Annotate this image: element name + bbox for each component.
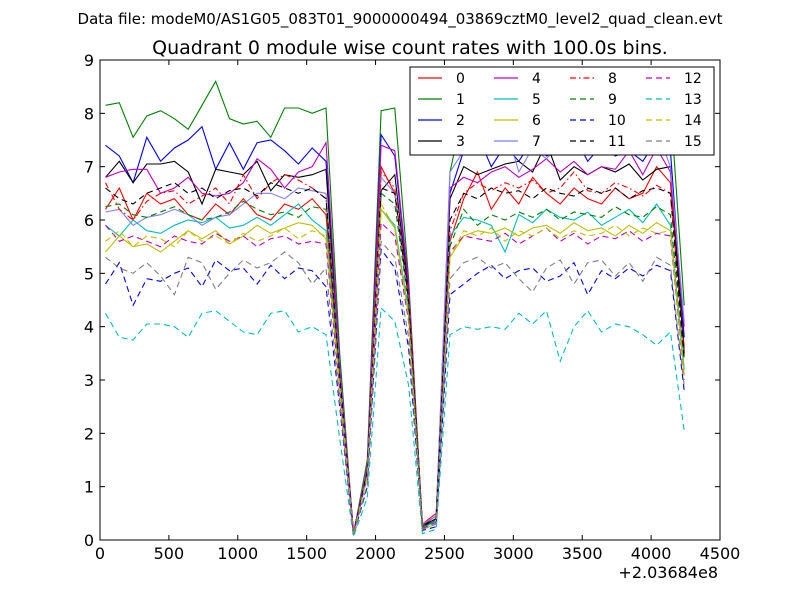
y-tick-label: 4 [84, 318, 94, 337]
series-line-15 [105, 239, 685, 536]
x-tick-label: 1500 [286, 544, 327, 563]
y-tick-label: 9 [84, 51, 94, 70]
series-line-14 [105, 202, 685, 535]
axes: 0 500 1000 1500 2000 2500 3000 3500 4000 45000123… [84, 51, 741, 563]
legend-label-9: 9 [608, 92, 617, 108]
x-tick-label: 1000 [217, 544, 258, 563]
legend-label-10: 10 [608, 113, 626, 129]
legend-label-15: 15 [684, 134, 702, 150]
x-tick-label: 2000 [355, 544, 396, 563]
x-tick-label: 3500 [562, 544, 603, 563]
legend-label-4: 4 [532, 71, 541, 87]
legend-label-13: 13 [684, 92, 702, 108]
y-tick-label: 1 [84, 478, 94, 497]
legend-label-7: 7 [532, 134, 541, 150]
legend-label-2: 2 [456, 113, 465, 129]
legend-label-1: 1 [456, 92, 465, 108]
x-tick-label: 2500 [424, 544, 465, 563]
y-tick-label: 0 [84, 531, 94, 550]
legend-label-14: 14 [684, 113, 702, 129]
y-tick-label: 6 [84, 211, 94, 230]
y-tick-label: 8 [84, 104, 94, 123]
y-tick-label: 7 [84, 158, 94, 177]
series-line-5 [105, 203, 685, 534]
legend-box [409, 66, 715, 156]
legend-label-0: 0 [456, 71, 465, 87]
plot-lines [105, 80, 685, 537]
data-file-suptitle: Data file: modeM0/AS1G05_083T01_90000004… [78, 10, 723, 29]
legend-label-12: 12 [684, 71, 702, 87]
x-offset-label: +2.03684e8 [618, 563, 718, 582]
series-line-11 [105, 182, 685, 534]
chart-title: Quadrant 0 module wise count rates with … [152, 37, 668, 59]
series-line-13 [105, 306, 685, 537]
series-line-12 [105, 221, 685, 535]
series-line-6 [105, 207, 685, 535]
y-tick-label: 5 [84, 264, 94, 283]
series-line-9 [105, 192, 685, 534]
legend-label-5: 5 [532, 92, 541, 108]
legend-label-6: 6 [532, 113, 541, 129]
plot-frame [99, 59, 721, 541]
x-tick-label: 500 [154, 544, 185, 563]
x-tick-label: 3000 [493, 544, 534, 563]
y-tick-label: 2 [84, 424, 94, 443]
series-line-4 [105, 140, 685, 534]
legend-label-8: 8 [608, 71, 617, 87]
y-tick-label: 3 [84, 371, 94, 390]
legend-label-3: 3 [456, 134, 465, 150]
x-tick-label: 4500 [700, 544, 741, 563]
x-tick-label: 0 [95, 544, 105, 563]
series-line-8 [105, 170, 685, 534]
legend-label-11: 11 [608, 134, 626, 150]
x-tick-label: 4000 [631, 544, 672, 563]
